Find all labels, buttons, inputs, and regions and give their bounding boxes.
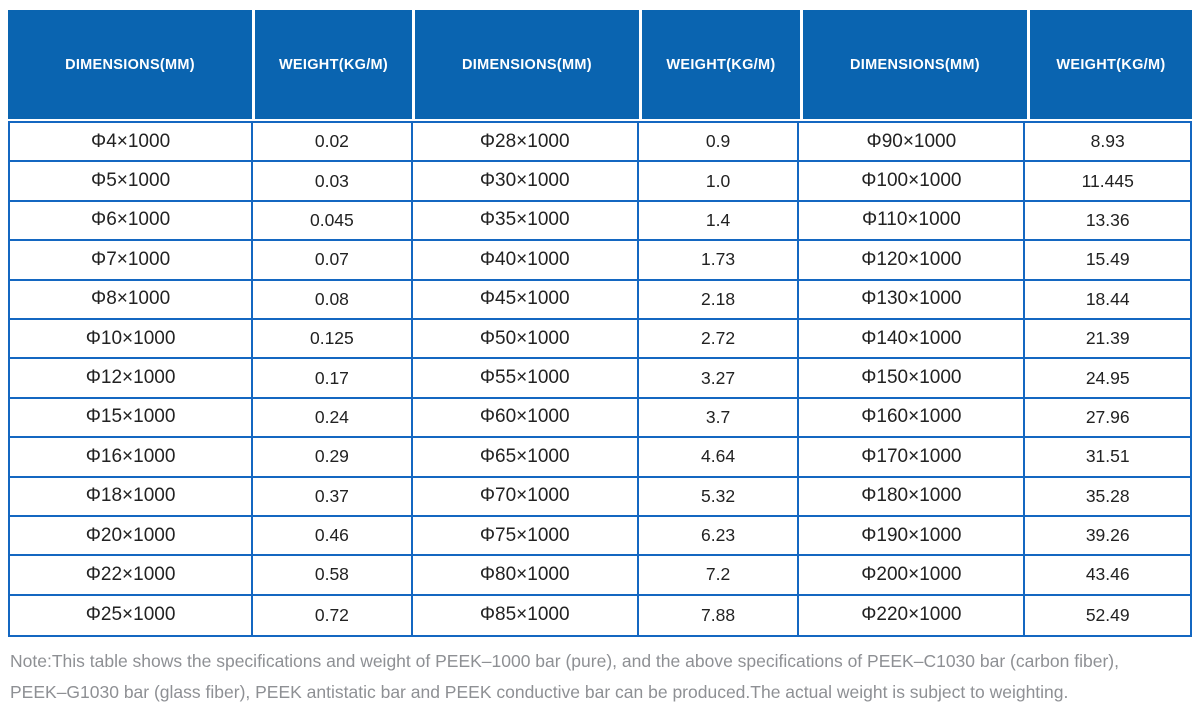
dimension-cell: Φ80×1000 xyxy=(412,556,639,596)
dimension-cell: Φ45×1000 xyxy=(412,280,639,320)
dimension-cell: Φ5×1000 xyxy=(10,162,254,202)
weight-cell: 1.0 xyxy=(638,162,800,202)
weight-cell: 4.64 xyxy=(638,438,800,478)
dimension-cell: Φ6×1000 xyxy=(10,201,254,242)
dimension-cell: Φ40×1000 xyxy=(412,241,639,281)
dimension-cell: Φ75×1000 xyxy=(412,516,639,557)
weight-cell: 5.32 xyxy=(638,477,800,517)
dimension-cell: Φ110×1000 xyxy=(799,201,1026,242)
weight-cell: 0.37 xyxy=(253,477,413,517)
header-dimensions-3: DIMENSIONS(MM) xyxy=(799,10,1027,119)
weight-cell: 0.02 xyxy=(253,123,413,163)
note-line-2: PEEK–G1030 bar (glass fiber), PEEK antis… xyxy=(10,682,1069,703)
dimension-cell: Φ180×1000 xyxy=(799,477,1026,517)
dimension-cell: Φ130×1000 xyxy=(799,280,1026,320)
weight-cell: 18.44 xyxy=(1025,280,1190,320)
dimension-cell: Φ200×1000 xyxy=(799,556,1026,596)
dimension-cell: Φ100×1000 xyxy=(799,162,1026,202)
dimension-cell: Φ18×1000 xyxy=(10,477,254,517)
dimension-cell: Φ50×1000 xyxy=(412,319,639,360)
dimension-cell: Φ60×1000 xyxy=(412,398,639,439)
weight-cell: 15.49 xyxy=(1025,241,1190,281)
weight-cell: 43.46 xyxy=(1025,556,1190,596)
weight-cell: 11.445 xyxy=(1025,162,1190,202)
weight-cell: 0.03 xyxy=(253,162,413,202)
header-weight-1: WEIGHT(KG/M) xyxy=(252,10,412,119)
dimension-cell: Φ8×1000 xyxy=(10,280,254,320)
dimension-cell: Φ22×1000 xyxy=(10,556,254,596)
weight-cell: 0.17 xyxy=(253,359,413,399)
weight-cell: 7.88 xyxy=(638,595,800,636)
dimension-cell: Φ85×1000 xyxy=(412,595,639,636)
dimension-cell: Φ10×1000 xyxy=(10,319,254,360)
weight-cell: 21.39 xyxy=(1025,319,1190,360)
header-dimensions-1: DIMENSIONS(MM) xyxy=(65,56,195,73)
weight-cell: 39.26 xyxy=(1025,516,1190,557)
weight-cell: 0.08 xyxy=(253,280,413,320)
dimension-cell: Φ170×1000 xyxy=(799,438,1026,478)
dimension-cell: Φ140×1000 xyxy=(799,319,1026,360)
dimension-cell: Φ55×1000 xyxy=(412,359,639,399)
dimension-cell: Φ220×1000 xyxy=(799,595,1026,636)
dimension-cell: Φ160×1000 xyxy=(799,398,1026,439)
weight-cell: 0.07 xyxy=(253,241,413,281)
dimension-cell: Φ150×1000 xyxy=(799,359,1026,399)
weight-cell: 0.72 xyxy=(253,595,413,636)
weight-cell: 0.24 xyxy=(253,398,413,439)
dimension-cell: Φ12×1000 xyxy=(10,359,254,399)
dimension-cell: Φ20×1000 xyxy=(10,516,254,557)
weight-cell: 8.93 xyxy=(1025,123,1190,163)
dimension-cell: Φ35×1000 xyxy=(412,201,639,242)
weight-cell: 7.2 xyxy=(638,556,800,596)
dimension-cell: Φ65×1000 xyxy=(412,438,639,478)
weight-cell: 2.72 xyxy=(638,319,800,360)
weight-cell: 0.29 xyxy=(253,438,413,478)
table-header-row: DIMENSIONS(MM) WEIGHT(KG/M) DIMENSIONS(M… xyxy=(8,10,1192,119)
weight-cell: 0.125 xyxy=(253,319,413,360)
weight-cell: 0.58 xyxy=(253,556,413,596)
table-body: Φ4×1000 0.02 Φ28×1000 0.9 Φ90×1000 8.93 Φ5×100… xyxy=(8,121,1192,638)
weight-cell: 0.045 xyxy=(253,201,413,242)
spec-table: DIMENSIONS(MM) WEIGHT(KG/M) DIMENSIONS(M… xyxy=(8,10,1192,638)
note-line-1: Note:This table shows the specifications… xyxy=(10,651,1119,672)
dimension-cell: Φ70×1000 xyxy=(412,477,639,517)
dimension-cell: Φ16×1000 xyxy=(10,438,254,478)
dimension-cell: Φ190×1000 xyxy=(799,516,1026,557)
weight-cell: 1.73 xyxy=(638,241,800,281)
dimension-cell: Φ90×1000 xyxy=(799,123,1026,163)
note: Note:This table shows the specifications… xyxy=(8,646,1192,708)
weight-cell: 3.27 xyxy=(638,359,800,399)
weight-cell: 6.23 xyxy=(638,516,800,557)
header-dimensions-2: DIMENSIONS(MM) xyxy=(411,10,639,119)
weight-cell: 13.36 xyxy=(1025,201,1190,242)
dimension-cell: Φ28×1000 xyxy=(412,123,639,163)
weight-cell: 27.96 xyxy=(1025,398,1190,439)
weight-cell: 1.4 xyxy=(638,201,800,242)
header-weight-3: WEIGHT(KG/M) xyxy=(1026,10,1192,119)
dimension-cell: Φ120×1000 xyxy=(799,241,1026,281)
weight-cell: 3.7 xyxy=(638,398,800,439)
weight-cell: 35.28 xyxy=(1025,477,1190,517)
weight-cell: 31.51 xyxy=(1025,438,1190,478)
weight-cell: 0.46 xyxy=(253,516,413,557)
dimension-cell: Φ25×1000 xyxy=(10,595,254,636)
dimension-cell: Φ15×1000 xyxy=(10,398,254,439)
dimension-cell: Φ7×1000 xyxy=(10,241,254,281)
weight-cell: 52.49 xyxy=(1025,595,1190,636)
weight-cell: 2.18 xyxy=(638,280,800,320)
dimension-cell: Φ30×1000 xyxy=(412,162,639,202)
dimension-cell: Φ4×1000 xyxy=(10,123,254,163)
weight-cell: 0.9 xyxy=(638,123,800,163)
header-weight-2: WEIGHT(KG/M) xyxy=(638,10,800,119)
weight-cell: 24.95 xyxy=(1025,359,1190,399)
